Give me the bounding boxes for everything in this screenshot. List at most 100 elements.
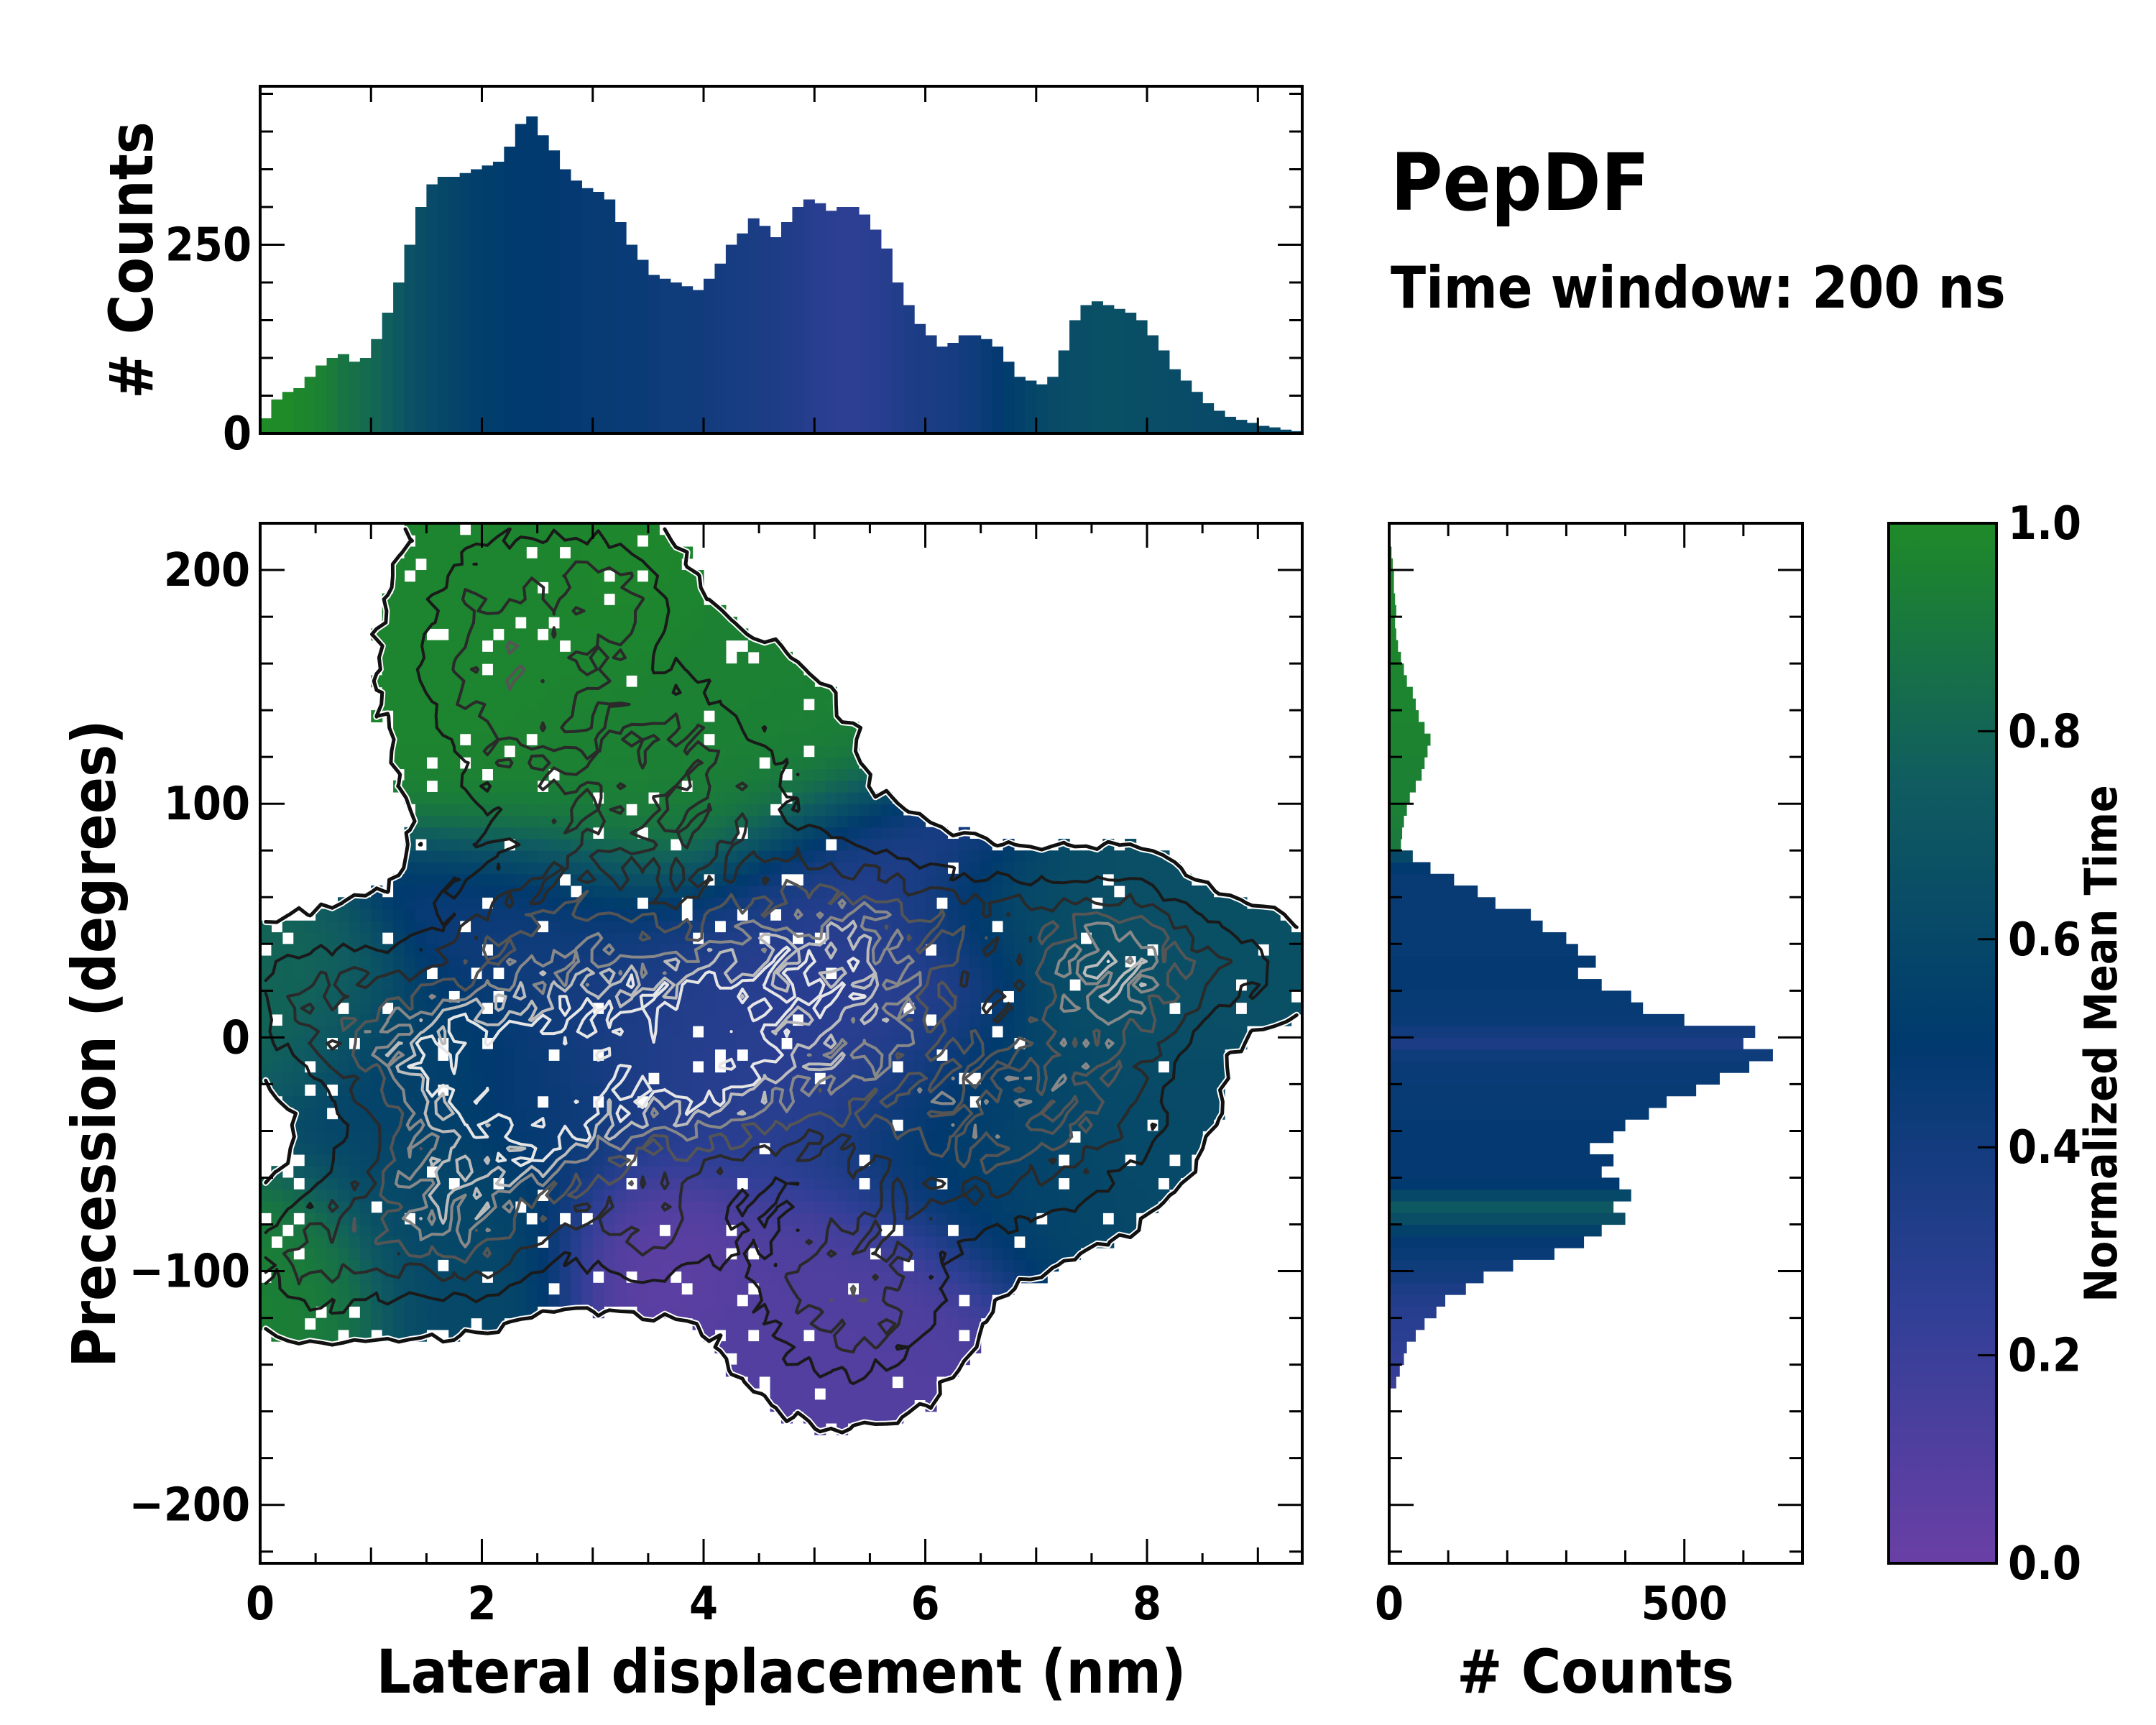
density-cell [581,546,594,559]
density-cell [1158,873,1170,886]
density-cell [1025,1259,1037,1272]
density-cell [1058,1189,1070,1202]
density-cell [482,651,494,664]
density-cell [781,686,793,699]
density-cell [492,651,505,664]
density-cell [725,908,737,921]
density-cell [437,1142,449,1155]
density-cell [837,733,849,746]
density-cell [903,1200,915,1213]
density-cell [515,570,527,582]
top-hist-bar [437,177,449,433]
right-hist-bar [1389,1049,1773,1062]
density-cell [581,1282,594,1295]
density-cell [1169,1142,1181,1155]
density-cell [681,604,694,617]
density-cell [648,827,660,840]
density-cell [803,757,815,770]
density-cell [526,768,538,781]
density-cell [482,523,494,535]
density-cell [426,886,438,898]
density-cell [659,1013,671,1026]
density-cell [437,791,449,804]
density-cell [315,979,328,991]
density-cell [637,651,649,664]
density-cell [725,628,737,641]
density-cell [825,791,837,804]
density-cell [759,1236,771,1248]
density-cell [1069,1189,1082,1202]
density-cell [792,920,804,933]
density-cell [1036,1259,1048,1272]
density-cell [515,862,527,875]
density-cell [1225,1026,1237,1038]
density-cell [614,768,627,781]
density-cell [614,593,627,606]
top-hist-bar [714,263,727,433]
density-cell [315,1095,328,1108]
density-cell [448,804,461,816]
density-cell [770,815,782,828]
density-cell [714,1189,727,1202]
top-hist-bar [570,180,582,433]
density-cell [504,1037,516,1050]
density-cell [581,838,594,851]
density-cell [1213,908,1225,921]
density-cell [271,1072,283,1085]
density-cell [359,1282,372,1295]
density-cell [448,535,461,548]
density-cell [814,1376,826,1389]
top-hist-bar [659,278,671,433]
density-cell [426,1049,438,1062]
density-cell [837,1248,849,1260]
right-hist-bar [1389,757,1425,770]
density-cell [559,920,571,933]
top-hist-bar [947,343,959,433]
density-cell [1047,1248,1059,1260]
density-cell [1003,1107,1015,1120]
density-cell [404,1236,416,1248]
density-cell [825,1388,837,1400]
density-cell [337,932,350,944]
density-cell [415,886,427,898]
density-cell [459,838,471,851]
density-cell [459,804,471,816]
density-cell [526,1259,538,1272]
density-cell [659,873,671,886]
density-cell [803,1341,815,1353]
density-cells [260,523,1302,1435]
density-cell [737,1026,749,1038]
density-cell [803,1224,815,1237]
density-cell [670,698,682,711]
density-cell [837,1294,849,1307]
density-cell [992,1236,1004,1248]
density-cell [548,1200,561,1213]
density-cell [681,1060,694,1073]
density-cell [925,850,937,863]
density-cell [714,815,727,828]
density-cell [570,1049,582,1062]
density-cell [659,1072,671,1085]
top-hist-bar [426,184,438,433]
right-hist-bar [1389,1200,1614,1213]
density-cell [1003,1084,1015,1097]
density-cell [714,886,727,898]
density-cell [1025,1189,1037,1202]
density-cell [803,1294,815,1307]
density-cell [692,1306,704,1319]
density-cell [393,1306,405,1319]
density-cell [459,1026,471,1038]
top-hist-bar [393,282,405,433]
density-cell [803,768,815,781]
density-cell [1280,979,1292,991]
density-cell [515,1306,527,1319]
right-hist-bar [1389,1189,1631,1202]
density-cell [969,944,982,957]
density-cell [559,523,571,535]
density-cell [570,1072,582,1085]
density-cell [1036,1154,1048,1167]
density-cell [459,745,471,758]
density-cell [992,1259,1004,1272]
density-cell [1102,897,1115,910]
density-cell [958,955,970,968]
